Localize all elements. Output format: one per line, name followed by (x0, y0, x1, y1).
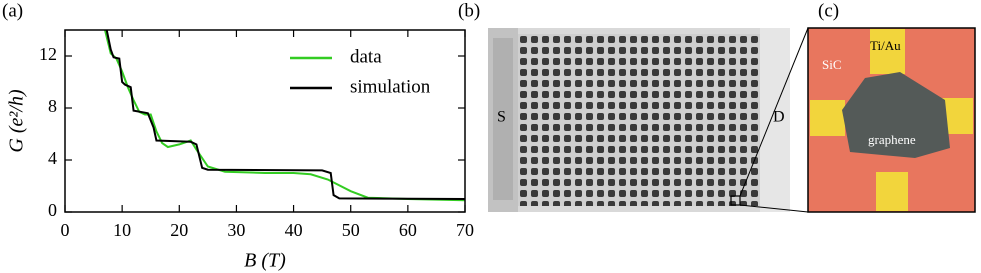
sem-image (488, 27, 809, 213)
micrograph (807, 27, 976, 213)
series-line (104, 30, 465, 202)
panel-label: (b) (458, 0, 480, 21)
series-line (105, 30, 465, 200)
legend-label: data (350, 46, 382, 67)
x-tick-label: 70 (456, 220, 474, 240)
plot (104, 30, 465, 202)
axes-frame (64, 29, 466, 213)
panel-label: (c) (818, 0, 839, 21)
substrate-label: SiC (822, 57, 842, 72)
x-tick-label: 40 (285, 220, 303, 240)
legend-label: simulation (350, 76, 431, 97)
y-tick-label: 8 (48, 96, 57, 116)
x-tick-label: 30 (227, 220, 245, 240)
x-tick-label: 60 (399, 220, 417, 240)
panel-label: (a) (2, 0, 23, 21)
y-axis-label: G (e²/h) (6, 89, 28, 153)
x-tick-label: 20 (170, 220, 188, 240)
y-tick-label: 12 (39, 44, 57, 64)
x-tick-label: 0 (61, 220, 70, 240)
x-axis-label: B (T) (244, 250, 286, 272)
source-label: S (497, 109, 506, 126)
x-tick-label: 50 (342, 220, 360, 240)
drain-label: D (773, 109, 785, 126)
material-label: graphene (868, 132, 916, 147)
contact-label: Ti/Au (870, 38, 901, 53)
y-tick-label: 0 (48, 200, 57, 220)
y-tick-label: 4 (48, 148, 57, 168)
x-tick-label: 10 (113, 220, 131, 240)
